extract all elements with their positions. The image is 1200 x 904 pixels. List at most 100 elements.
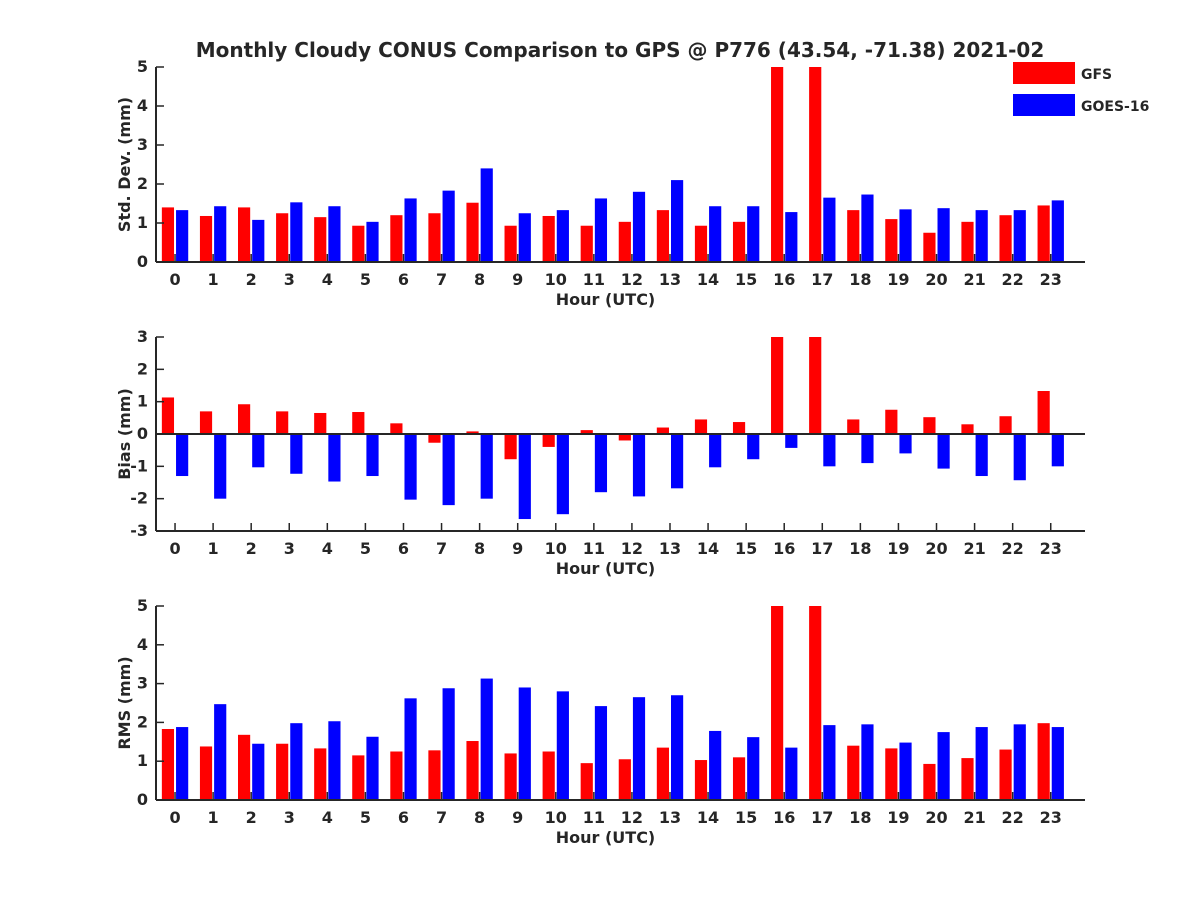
std-dev-bar-gfs-13: [656, 210, 669, 262]
bias-bar-goes-16-22: [1013, 434, 1026, 481]
bias-x-tick-label: 2: [246, 539, 257, 558]
rms-x-tick-label: 1: [208, 808, 219, 827]
std-dev-x-tick-label: 22: [1002, 270, 1024, 289]
bias-x-tick-label: 11: [583, 539, 605, 558]
std-dev-bar-goes-16-10: [556, 210, 569, 262]
bias-bar-goes-16-5: [366, 434, 379, 477]
bias-bar-goes-16-6: [404, 434, 417, 500]
std-dev-bar-gfs-7: [428, 213, 441, 262]
rms-bar-goes-16-16: [785, 747, 798, 800]
bias-bar-gfs-22: [999, 416, 1012, 434]
std-dev-bar-goes-16-19: [899, 209, 912, 262]
bias-x-tick-label: 0: [169, 539, 180, 558]
bias-x-tick-label: 18: [849, 539, 871, 558]
rms-bar-gfs-4: [314, 748, 327, 800]
std-dev-bar-goes-16-1: [214, 206, 227, 262]
bias-bar-gfs-11: [580, 430, 593, 434]
std-dev-x-tick-label: 3: [284, 270, 295, 289]
std-dev-bar-gfs-12: [618, 221, 631, 262]
std-dev-x-tick-label: 16: [773, 270, 795, 289]
rms-bar-gfs-2: [238, 734, 251, 800]
std-dev-x-tick-label: 19: [887, 270, 909, 289]
rms-x-tick-label: 4: [322, 808, 333, 827]
rms-bar-goes-16-3: [290, 723, 303, 800]
bias-bar-gfs-14: [694, 419, 708, 434]
std-dev-x-tick-label: 21: [963, 270, 985, 289]
rms-x-tick-label: 17: [811, 808, 833, 827]
bias-bar-gfs-21: [961, 424, 974, 434]
rms-bar-goes-16-22: [1013, 724, 1026, 800]
std-dev-x-tick-label: 13: [659, 270, 681, 289]
rms-x-tick-label: 14: [697, 808, 719, 827]
bias-bar-goes-16-7: [442, 434, 455, 506]
rms-bar-gfs-21: [961, 758, 974, 800]
rms-bar-goes-16-15: [747, 737, 760, 800]
bias-bar-goes-16-18: [861, 434, 874, 464]
legend-label-gfs: GFS: [1081, 67, 1112, 83]
std-dev-bar-goes-16-14: [709, 206, 722, 262]
std-dev-bar-goes-16-7: [442, 190, 455, 262]
std-dev-bar-goes-16-5: [366, 221, 379, 262]
rms-bar-gfs-10: [542, 751, 555, 800]
rms-bar-gfs-14: [694, 760, 708, 800]
std-dev-bar-gfs-4: [314, 217, 327, 262]
std-dev-bar-goes-16-21: [975, 210, 988, 262]
bias-bar-goes-16-12: [632, 434, 646, 497]
rms-bar-goes-16-0: [176, 727, 189, 800]
bias-y-tick-label: 0: [137, 424, 148, 443]
rms-x-tick-label: 15: [735, 808, 757, 827]
std-dev-y-tick-label: 0: [137, 252, 148, 271]
rms-bar-gfs-8: [466, 741, 479, 800]
rms-bar-goes-16-17: [823, 725, 836, 800]
bias-x-tick-label: 10: [545, 539, 567, 558]
bias-bar-goes-16-10: [556, 434, 569, 515]
std-dev-bar-goes-16-12: [632, 191, 646, 262]
std-dev-bar-gfs-9: [504, 225, 517, 262]
rms-bar-goes-16-11: [594, 706, 608, 800]
std-dev-y-tick-label: 3: [137, 135, 148, 154]
std-dev-bar-gfs-5: [352, 225, 365, 262]
rms-bar-gfs-1: [199, 746, 213, 800]
std-dev-y-tick-label: 4: [137, 96, 148, 115]
rms-bar-gfs-0: [161, 729, 175, 800]
std-dev-bar-goes-16-6: [404, 198, 417, 262]
bias-bar-gfs-2: [238, 404, 251, 434]
std-dev-bar-goes-16-15: [747, 206, 760, 262]
std-dev-x-tick-label: 4: [322, 270, 333, 289]
std-dev-x-tick-label: 5: [360, 270, 371, 289]
rms-x-tick-label: 0: [169, 808, 180, 827]
std-dev-x-tick-label: 1: [208, 270, 219, 289]
bias-bar-goes-16-20: [937, 434, 950, 469]
rms-x-tick-label: 21: [963, 808, 985, 827]
std-dev-bar-gfs-19: [885, 219, 898, 262]
bias-bar-goes-16-13: [671, 434, 684, 489]
std-dev-bar-goes-16-18: [861, 194, 874, 262]
bias-x-axis-label: Hour (UTC): [556, 559, 656, 578]
rms-bar-gfs-17: [809, 606, 822, 800]
rms-x-tick-label: 8: [474, 808, 485, 827]
rms-bar-goes-16-23: [1051, 727, 1064, 800]
bias-bar-goes-16-11: [594, 434, 608, 493]
bias-bar-goes-16-4: [328, 434, 341, 482]
rms-x-tick-label: 2: [246, 808, 257, 827]
rms-bar-gfs-12: [618, 759, 631, 800]
std-dev-x-tick-label: 20: [925, 270, 947, 289]
std-dev-y-tick-label: 5: [137, 57, 148, 76]
std-dev-bar-goes-16-20: [937, 208, 950, 262]
bias-x-tick-label: 4: [322, 539, 333, 558]
bias-bar-gfs-10: [542, 434, 555, 447]
std-dev-bar-gfs-10: [542, 215, 555, 262]
std-dev-bar-goes-16-3: [290, 202, 303, 262]
rms-bar-gfs-5: [352, 755, 365, 800]
bias-y-axis-label: Bias (mm): [115, 388, 134, 480]
rms-x-tick-label: 18: [849, 808, 871, 827]
std-dev-bar-gfs-0: [161, 207, 175, 262]
bias-x-tick-label: 16: [773, 539, 795, 558]
bias-bar-gfs-8: [466, 431, 479, 434]
legend-swatch-gfs: [1013, 62, 1075, 84]
rms-bar-gfs-20: [923, 763, 936, 800]
std-dev-x-axis-label: Hour (UTC): [556, 290, 656, 309]
std-dev-bar-gfs-2: [238, 207, 251, 262]
